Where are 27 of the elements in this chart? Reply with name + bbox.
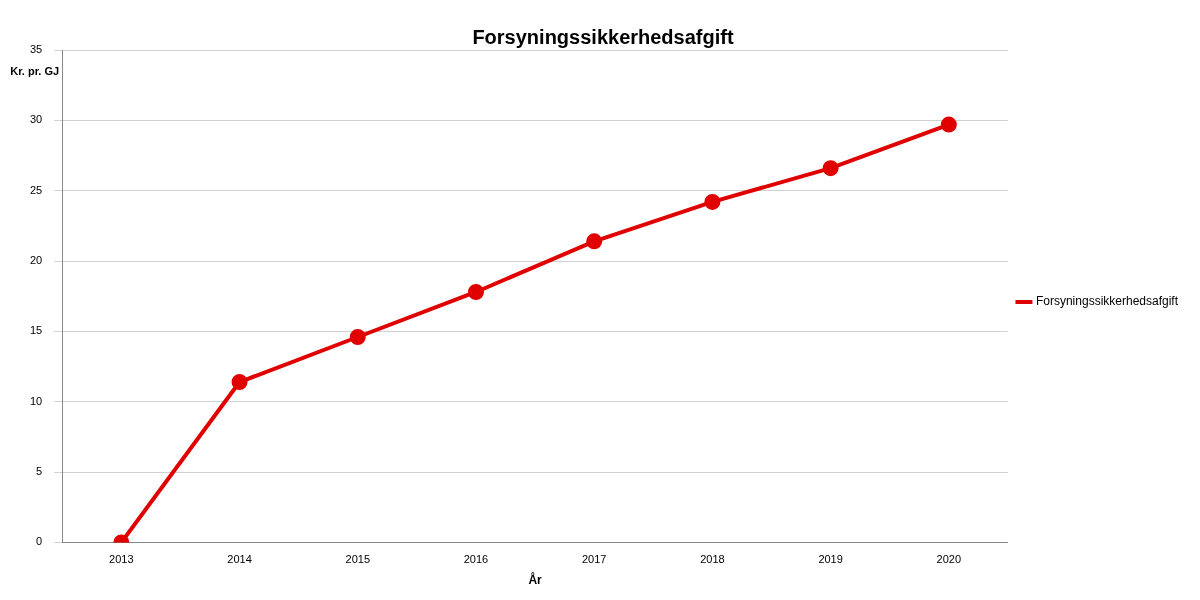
y-tick-label: 25 [29, 183, 43, 196]
point [822, 160, 839, 177]
y-tick-label: 5 [36, 465, 43, 478]
y-tick-label: 10 [29, 394, 43, 407]
point [586, 233, 603, 250]
point [349, 329, 366, 345]
x-tick-label: 2016 [463, 553, 489, 566]
x-axis-title: År [528, 572, 543, 588]
x-tick-label: 2015 [345, 553, 371, 566]
y-tick-label: 15 [29, 324, 43, 337]
point [231, 374, 248, 391]
x-tick-label: 2020 [936, 553, 962, 566]
x-tick-label: 2014 [227, 553, 252, 566]
x-tick-label: 2017 [581, 553, 607, 566]
y-tick-label: 0 [36, 535, 43, 548]
y-axis-title: Kr. pr. GJ [10, 65, 60, 78]
x-tick-label: 2013 [109, 553, 134, 566]
y-tick-label: 20 [29, 254, 43, 267]
x-tick-label: 2018 [700, 553, 725, 566]
point [940, 116, 957, 133]
y-tick-label: 30 [29, 113, 43, 126]
legend-label: Forsyningssikkerhedsafgift [1035, 294, 1179, 309]
x-tick-label: 2019 [818, 553, 843, 566]
point [704, 193, 721, 210]
y-tick-label: 35 [29, 43, 43, 56]
chart-title: Forsyningssikkerhedsafgift [472, 25, 734, 48]
point [467, 283, 484, 300]
